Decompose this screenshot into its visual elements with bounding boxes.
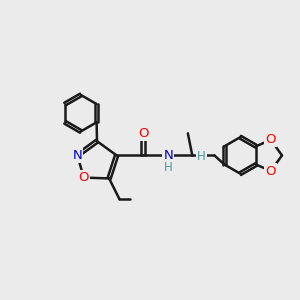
Text: O: O <box>266 164 276 178</box>
Text: N: N <box>73 149 82 162</box>
Text: O: O <box>79 171 89 184</box>
Text: H: H <box>197 150 206 164</box>
Text: O: O <box>138 127 148 140</box>
Text: H: H <box>164 161 173 174</box>
Text: N: N <box>163 149 173 162</box>
Text: O: O <box>266 133 276 146</box>
